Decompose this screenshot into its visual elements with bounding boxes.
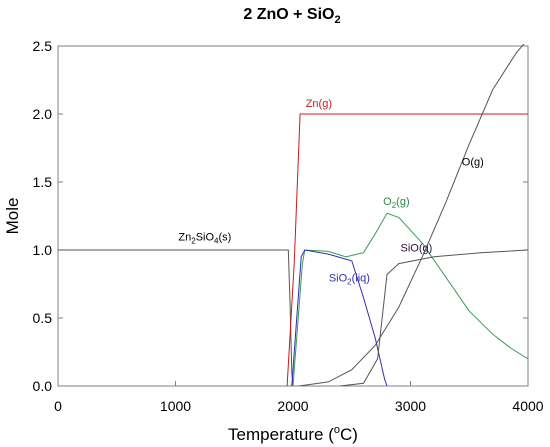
- x-tick-label: 3000: [395, 398, 426, 414]
- x-axis-ticks: 0 1000 2000 3000 4000: [54, 381, 544, 414]
- series-label: Zn(g): [306, 98, 332, 110]
- x-tick-label: 4000: [512, 398, 543, 414]
- series-line-sio-g: [339, 249, 528, 386]
- x-tick-label: 0: [54, 398, 62, 414]
- x-tick-label: 1000: [160, 398, 191, 414]
- x-axis-label: Temperature (oC): [228, 424, 358, 444]
- series-lines: [58, 44, 528, 386]
- x-tick-label: 2000: [277, 398, 308, 414]
- series-line-o-g: [298, 44, 525, 386]
- series-label: SiO2(liq): [329, 272, 370, 286]
- series-line-o2-g: [292, 212, 528, 386]
- y-tick-label: 2.5: [33, 38, 53, 54]
- y-tick-label: 1.0: [33, 242, 53, 258]
- y-tick-label: 0.0: [33, 378, 53, 394]
- y-tick-label: 0.5: [33, 310, 53, 326]
- y-axis-label: Mole: [3, 198, 22, 235]
- y-tick-label: 2.0: [33, 106, 53, 122]
- y-axis-ticks: 0.0 0.5 1.0 1.5 2.0 2.5: [33, 38, 528, 394]
- series-line-zn2sio4-s: [58, 249, 294, 386]
- series-label: SiO(g): [400, 242, 432, 254]
- series-label: O2(g): [383, 196, 409, 210]
- chart-title: 2 ZnO + SiO2: [243, 6, 340, 26]
- series-line-sio2-liq: [291, 249, 388, 386]
- series-labels: Zn2SiO4(s) Zn(g) O(g) O2(g) SiO(g) SiO2(liq): [178, 98, 483, 286]
- series-label: Zn2SiO4(s): [178, 231, 231, 245]
- plot-frame: [57, 45, 529, 387]
- series-line-zn-g: [286, 113, 528, 386]
- y-tick-label: 1.5: [33, 174, 53, 190]
- series-label: O(g): [462, 157, 484, 169]
